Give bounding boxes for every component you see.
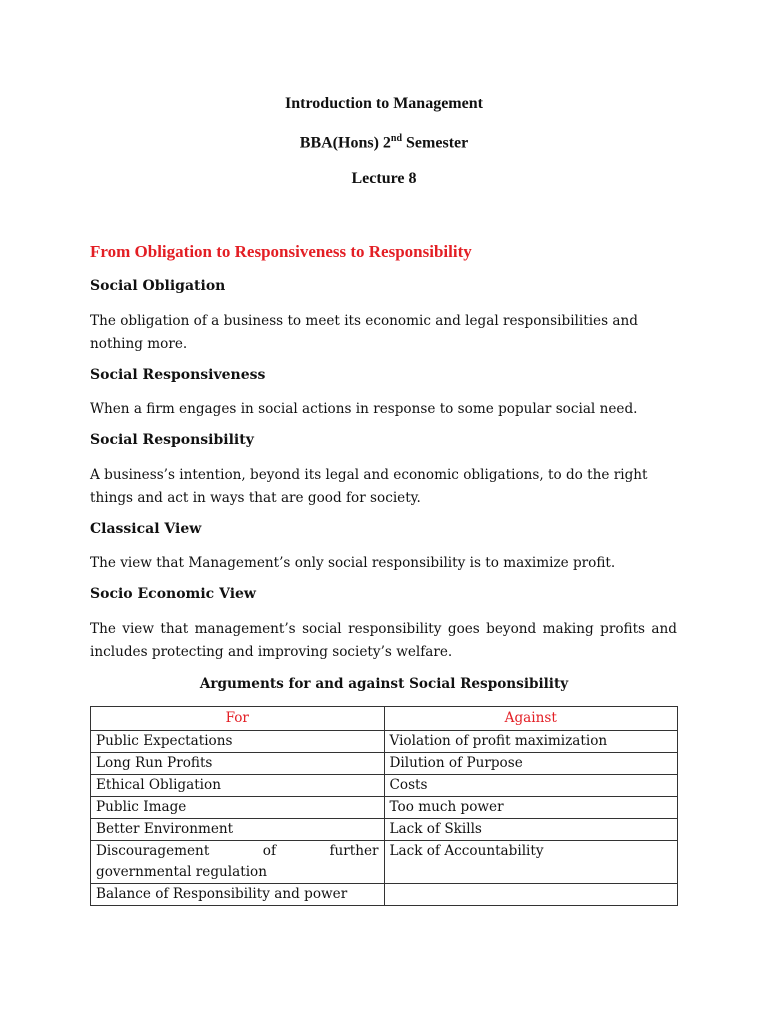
term-heading: Classical View [90,521,202,537]
table-caption: Arguments for and against Social Respons… [199,676,569,692]
term-heading: Social Obligation [90,278,226,294]
against-cell: Costs [383,774,678,797]
for-cell: Discouragement of further governmental r… [90,840,385,884]
table-row: Public Image Too much power [90,796,678,819]
section-heading: From Obligation to Responsiveness to Res… [90,242,472,261]
against-cell [383,883,678,906]
for-cell: Public Image [90,796,385,819]
against-cell: Dilution of Purpose [383,752,678,775]
program-title: BBA(Hons) 2nd Semester [0,133,768,152]
table-row: Balance of Responsibility and power [90,883,678,906]
definition-text: When a firm engages in social actions in… [90,401,638,417]
course-title: Introduction to Management [285,95,483,112]
definition-text: The obligation of a business to meet its… [90,313,638,352]
term-heading: Socio Economic View [90,586,256,602]
header-against: Against [383,706,678,731]
header-for: For [90,706,385,731]
for-cell: Public Expectations [90,730,385,753]
arguments-table: For Against Public Expectations Violation… [90,706,678,906]
table-row: Ethical Obligation Costs [90,774,678,797]
definition-text: A business’s intention, beyond its legal… [90,467,648,506]
table-row: Long Run Profits Dilution of Purpose [90,752,678,775]
program-semester: Semester [402,134,469,152]
table-row: Better Environment Lack of Skills [90,818,678,841]
program-ordinal: nd [390,133,403,144]
for-cell: Better Environment [90,818,385,841]
program-name: BBA(Hons) 2 [299,134,391,152]
term-heading: Social Responsibility [90,432,254,448]
against-cell: Violation of profit maximization [383,730,678,753]
table-row: Discouragement of further governmental r… [90,840,678,884]
for-cell: Ethical Obligation [90,774,385,797]
definition-text: The view that Management’s only social r… [90,555,616,571]
table-header-row: For Against [90,706,678,731]
against-cell: Lack of Skills [383,818,678,841]
for-cell: Balance of Responsibility and power [90,883,385,906]
against-cell: Lack of Accountability [383,840,678,884]
term-heading: Social Responsiveness [90,367,266,383]
for-cell: Long Run Profits [90,752,385,775]
table-row: Public Expectations Violation of profit m… [90,730,678,753]
lecture-title: Lecture 8 [351,170,417,187]
definition-text: The view that management’s social respon… [90,621,677,660]
against-cell: Too much power [383,796,678,819]
